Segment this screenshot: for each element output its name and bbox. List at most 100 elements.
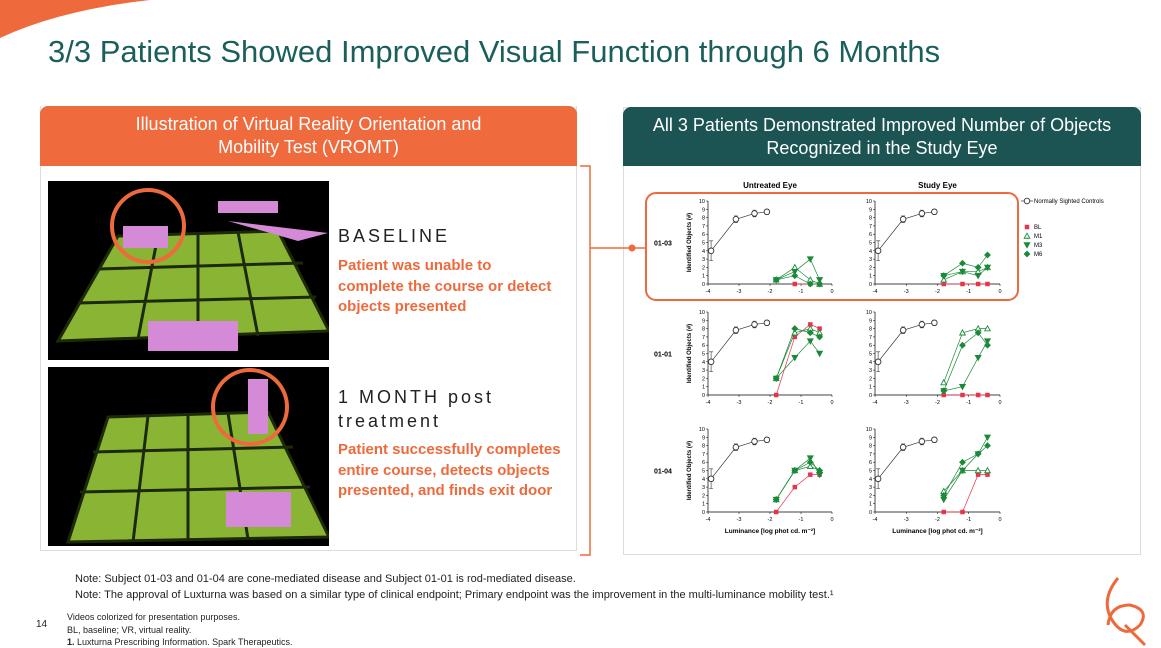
marker	[985, 472, 990, 477]
marker	[773, 509, 779, 515]
x-tick-label: -1	[799, 400, 804, 406]
x-tick-label: -3	[904, 289, 909, 295]
marker	[806, 256, 814, 263]
series-line	[776, 275, 820, 285]
marker	[984, 442, 991, 450]
marker	[707, 358, 715, 366]
series-line	[877, 211, 935, 252]
y-axis-label: Identified Objects (#)	[687, 324, 693, 383]
y-tick-label: 2	[702, 376, 705, 382]
series-line	[943, 267, 988, 277]
marker	[751, 438, 758, 445]
marker	[931, 208, 938, 216]
marker	[974, 329, 982, 337]
marker	[941, 281, 946, 287]
y-tick-label: 10	[866, 199, 872, 205]
marker	[816, 333, 824, 341]
series-line	[775, 328, 820, 379]
marker	[874, 247, 882, 255]
marker	[960, 509, 965, 515]
marker	[806, 329, 814, 337]
y-tick-label: 1	[702, 385, 705, 391]
marker	[792, 281, 798, 287]
series-line	[943, 340, 988, 392]
x-tick-label: -1	[799, 517, 804, 523]
y-tick-label: 1	[702, 502, 705, 508]
marker	[958, 268, 967, 276]
page-number: 14	[36, 619, 48, 630]
row-label: 01-04	[654, 469, 672, 476]
x-tick-label: -3	[737, 517, 742, 523]
row-label: 01-01	[654, 352, 672, 359]
marker	[958, 384, 967, 391]
baseline-text: Patient was unable to complete the cours…	[338, 257, 552, 315]
marker	[806, 338, 814, 345]
y-tick-label: 5	[702, 241, 705, 247]
ref-text: Luxturna Prescribing Information. Spark …	[77, 637, 293, 647]
y-tick-label: 1	[869, 274, 872, 280]
marker	[960, 392, 965, 398]
footer-line: Videos colorized for presentation purpos…	[67, 612, 240, 622]
y-axis-label: Identified Objects (#)	[687, 213, 693, 272]
y-tick-label: 2	[702, 265, 705, 271]
series-line	[775, 474, 820, 513]
marker	[983, 434, 992, 442]
y-tick-label: 1	[869, 502, 872, 508]
vr-image-baseline	[48, 181, 329, 360]
y-tick-label: 4	[869, 249, 872, 255]
y-tick-label: 0	[702, 393, 705, 399]
x-tick-label: -2	[935, 289, 940, 295]
ref-number: 1.	[67, 637, 75, 647]
y-tick-label: 2	[702, 493, 705, 499]
y-tick-label: 9	[869, 207, 872, 213]
y-tick-label: 6	[869, 460, 872, 466]
marker	[974, 450, 982, 458]
series-line	[943, 474, 988, 513]
y-tick-label: 1	[869, 385, 872, 391]
y-tick-label: 2	[869, 265, 872, 271]
x-tick-label: 0	[830, 289, 833, 295]
marker	[983, 466, 992, 474]
y-tick-label: 3	[702, 257, 705, 263]
marker	[931, 319, 938, 327]
y-tick-label: 7	[869, 335, 872, 341]
y-tick-label: 4	[702, 360, 705, 366]
marker	[732, 327, 740, 334]
y-tick-label: 0	[702, 510, 705, 516]
marker	[983, 324, 992, 332]
y-tick-label: 5	[869, 352, 872, 358]
marker	[707, 475, 715, 483]
marker	[974, 354, 982, 362]
marker	[940, 387, 948, 395]
y-tick-label: 4	[702, 477, 705, 483]
marker	[874, 358, 882, 366]
y-tick-label: 8	[869, 327, 872, 333]
baseline-heading: BASELINE	[338, 226, 451, 246]
marker	[958, 467, 967, 475]
legend-marker	[1023, 197, 1031, 205]
x-tick-label: 0	[998, 289, 1001, 295]
right-panel-title: All 3 Patients Demonstrated Improved Num…	[652, 114, 1112, 158]
y-tick-label: 5	[869, 241, 872, 247]
marker	[899, 327, 907, 334]
marker	[918, 438, 926, 445]
marker	[918, 321, 926, 328]
y-tick-label: 0	[702, 282, 705, 288]
series-line	[776, 258, 820, 281]
month1-heading: 1 MONTH post treatment	[338, 387, 495, 431]
legend-label: M3	[1034, 243, 1043, 249]
legend-label: BL	[1034, 225, 1042, 231]
marker	[874, 475, 882, 483]
y-tick-label: 9	[702, 318, 705, 324]
series-line	[943, 332, 988, 391]
marker	[772, 496, 780, 503]
marker	[791, 354, 799, 362]
marker	[772, 276, 780, 284]
marker	[791, 467, 799, 474]
marker	[941, 392, 946, 398]
y-tick-label: 6	[869, 232, 872, 238]
vr-image-month1	[48, 367, 329, 546]
y-tick-label: 10	[699, 199, 705, 205]
series-line	[710, 211, 767, 252]
left-panel	[40, 106, 577, 551]
